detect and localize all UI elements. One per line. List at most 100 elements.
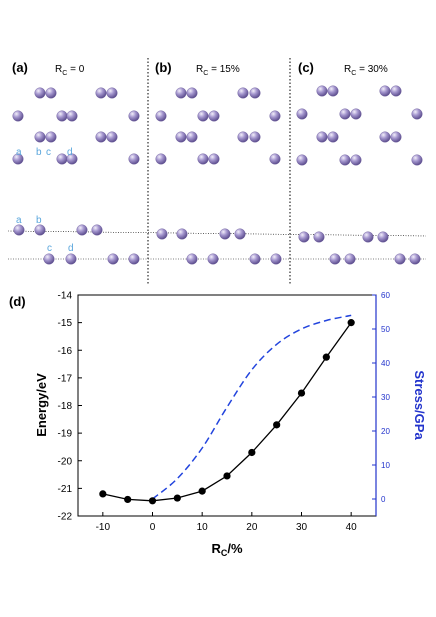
energy-point	[273, 421, 281, 429]
atom	[128, 253, 140, 265]
atom	[156, 228, 168, 240]
energy-point	[148, 497, 157, 505]
panel-a-letter: (a)	[12, 60, 28, 75]
atom	[339, 108, 351, 120]
atom	[379, 131, 391, 143]
atom-label: d	[68, 243, 74, 254]
atom-labels-bottom: a b c d	[16, 215, 74, 254]
atom	[65, 253, 77, 265]
energy-stress-chart: -10 0 10 20 30 40 -22 -21 -20 -19 -18 -17 -16 -15 -14…	[34, 291, 427, 559]
energy-point	[198, 487, 206, 495]
y2-tick-label: 60	[381, 291, 390, 300]
atom	[313, 231, 325, 243]
x-tick-label: 10	[197, 522, 209, 533]
energy-point	[248, 448, 256, 457]
x-axis-label: RC/%	[211, 541, 243, 558]
panel-b-letter: (b)	[155, 60, 172, 75]
atom	[107, 253, 119, 265]
x-tick-label: 0	[150, 522, 156, 533]
x-tick-label: 20	[246, 522, 258, 533]
atom	[316, 85, 328, 97]
y-tick-label: -22	[58, 512, 73, 523]
plot-frame	[77, 294, 377, 517]
y2-tick-label: 50	[381, 325, 390, 334]
atom	[350, 154, 362, 166]
energy-point	[322, 353, 330, 361]
y-tick-label: -20	[58, 456, 73, 467]
atom	[379, 85, 391, 97]
atom	[249, 131, 261, 143]
panel-a-header: (a) RC = 0	[12, 60, 85, 77]
energy-point	[297, 389, 306, 397]
atom	[34, 87, 46, 99]
atom	[270, 253, 282, 265]
panel-c-letter: (c)	[298, 60, 314, 75]
atom	[128, 153, 140, 165]
atom	[34, 224, 46, 236]
atom-label: a	[16, 215, 22, 226]
atom	[106, 131, 118, 143]
atom	[249, 253, 261, 265]
atom	[155, 110, 167, 122]
x-tick-label: -10	[96, 522, 111, 533]
atom	[390, 85, 402, 97]
atom	[362, 231, 374, 243]
atom	[186, 253, 198, 265]
atom	[66, 110, 78, 122]
x-axis-ticks: -10 0 10 20 30 40	[96, 512, 357, 533]
atom	[208, 110, 220, 122]
atom-label: c	[47, 243, 52, 254]
atom-label: a	[16, 147, 22, 158]
atom	[411, 154, 423, 166]
atom	[186, 87, 198, 99]
y-tick-label: -17	[58, 373, 73, 384]
energy-series-points	[99, 319, 355, 505]
atom-label: c	[46, 147, 51, 158]
atom-label: b	[36, 147, 42, 158]
atom	[219, 228, 231, 240]
y-tick-label: -15	[58, 318, 73, 329]
panel-c-condition: RC = 30%	[344, 64, 388, 77]
atom	[237, 87, 249, 99]
atom	[296, 154, 308, 166]
atom-label: b	[36, 215, 42, 226]
atom	[12, 110, 24, 122]
atom	[350, 108, 362, 120]
panel-c-header: (c) RC = 30%	[298, 60, 388, 77]
y2-axis-ticks: 0 10 20 30 40 50 60	[372, 291, 390, 504]
atom	[296, 108, 308, 120]
atom	[12, 153, 24, 165]
atom	[56, 153, 68, 165]
atom	[327, 85, 339, 97]
atom	[13, 224, 25, 236]
atom	[175, 131, 187, 143]
atom	[56, 110, 68, 122]
y-tick-label: -19	[58, 429, 73, 440]
panel-b-header: (b) RC = 15%	[155, 60, 240, 77]
stress-series-line	[152, 314, 352, 500]
atom	[95, 131, 107, 143]
atom-label: d	[67, 147, 73, 158]
atom	[34, 131, 46, 143]
atom	[269, 153, 281, 165]
atom	[175, 87, 187, 99]
panel-a-condition: RC = 0	[55, 64, 85, 77]
energy-point	[124, 495, 132, 504]
y-tick-label: -21	[58, 484, 73, 495]
x-tick-label: 30	[296, 522, 308, 533]
atom	[237, 131, 249, 143]
atom	[91, 224, 103, 236]
atom	[197, 110, 209, 122]
energy-point	[347, 319, 355, 327]
atom	[43, 253, 55, 265]
atom	[298, 231, 310, 243]
energy-point	[99, 490, 107, 498]
reference-line-upper	[7, 230, 427, 237]
atom	[176, 228, 188, 240]
atom	[234, 228, 246, 240]
y-tick-label: -14	[58, 291, 73, 302]
panel-d-letter: (d)	[9, 294, 26, 309]
y2-tick-label: 10	[381, 461, 390, 470]
y-axis-ticks: -22 -21 -20 -19 -18 -17 -16 -15 -14	[58, 291, 82, 523]
